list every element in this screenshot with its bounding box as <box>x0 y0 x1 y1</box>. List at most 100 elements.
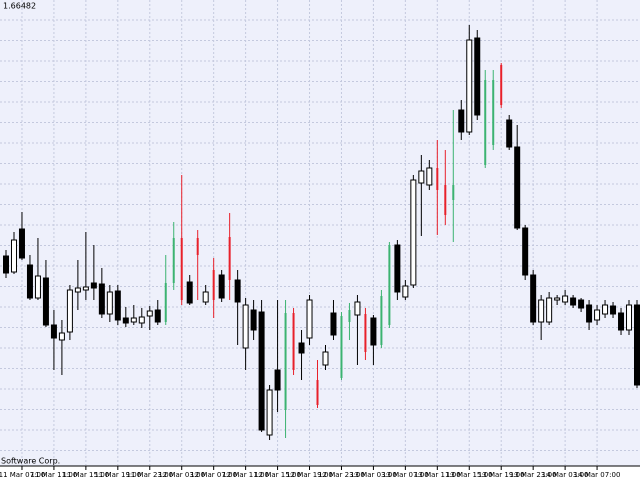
candle-body <box>522 227 529 276</box>
candle-body <box>444 185 447 215</box>
x-tick-label: 11 Mar 23:00 <box>126 471 173 479</box>
candle-body <box>492 80 495 145</box>
candle-body <box>354 301 361 316</box>
candle-body <box>196 238 199 255</box>
candle-body <box>106 291 113 315</box>
x-tick-label: 12 Mar 03:00 <box>158 471 205 479</box>
candle-body <box>380 296 383 345</box>
candle-body <box>594 309 601 321</box>
candle-body <box>98 283 105 315</box>
candle-body <box>610 305 617 315</box>
candle-body <box>34 275 41 299</box>
x-tick-label: 11 Mar 11:00 <box>31 471 78 479</box>
candle-body <box>130 317 137 323</box>
copyright: Software Corp. <box>1 457 60 466</box>
x-tick-label: 14 Mar 03:00 <box>542 471 589 479</box>
candle-body <box>586 304 593 323</box>
candle-body <box>10 239 17 273</box>
candle-body <box>218 274 225 299</box>
candle-body <box>138 316 145 324</box>
candle-body <box>466 39 473 133</box>
candle-body <box>82 286 89 291</box>
x-tick-label: 12 Mar 23:00 <box>318 471 365 479</box>
candle-body <box>42 277 49 326</box>
x-tick-label: 12 Mar 15:00 <box>254 471 301 479</box>
candle-body <box>570 297 577 306</box>
candle-body <box>530 274 537 323</box>
candle-body <box>364 314 367 352</box>
candle-body <box>554 297 561 301</box>
candle-body <box>146 310 153 317</box>
x-tick-label: 13 Mar 15:00 <box>446 471 493 479</box>
x-tick-label: 12 Mar 11:00 <box>222 471 269 479</box>
candle-body <box>402 285 409 298</box>
candle-body <box>292 313 295 370</box>
candle-body <box>506 119 513 148</box>
grid <box>0 0 640 465</box>
candle-body <box>348 310 351 322</box>
candle-body <box>474 37 481 116</box>
candle-body <box>484 80 487 165</box>
candle-body <box>500 65 503 105</box>
plot-area <box>0 0 640 466</box>
candle-body <box>298 342 305 354</box>
candle-body <box>316 380 319 405</box>
candle-body <box>330 312 337 336</box>
candle-body <box>602 304 609 315</box>
candle-body <box>394 244 401 293</box>
candle-body <box>26 264 33 299</box>
candle-body <box>426 167 433 186</box>
price-label: 1.66482 <box>3 2 36 11</box>
candle-body <box>458 109 465 133</box>
candle-body <box>340 316 343 378</box>
x-tick-label: 11 Mar 07:00 <box>0 471 45 479</box>
candle-body <box>418 170 425 184</box>
candle-body <box>578 299 585 309</box>
candle-body <box>234 279 241 303</box>
x-tick-label: 13 Mar 23:00 <box>510 471 557 479</box>
x-tick-label: 11 Mar 15:00 <box>62 471 109 479</box>
candle-body <box>258 311 265 431</box>
x-tick-label: 14 Mar 07:00 <box>574 471 621 479</box>
candle-body <box>172 238 175 283</box>
candle-body <box>514 146 521 229</box>
x-tick-label: 13 Mar 07:00 <box>382 471 429 479</box>
candle-body <box>3 255 9 274</box>
candle-body <box>388 245 391 325</box>
candle-body <box>452 185 455 200</box>
candle-body <box>66 289 73 333</box>
candle-body <box>58 332 65 341</box>
candle-body <box>212 270 215 300</box>
candle-body <box>242 304 249 349</box>
candle-body <box>370 317 377 346</box>
candle-body <box>250 309 257 331</box>
candle-body <box>322 351 329 366</box>
candle-body <box>274 369 281 391</box>
x-tick-label: 12 Mar 19:00 <box>286 471 333 479</box>
candle-body <box>634 304 640 386</box>
candle-body <box>618 312 625 331</box>
candle-body <box>410 179 417 286</box>
candle-body <box>562 295 569 303</box>
candle-body <box>114 290 121 321</box>
candle-body <box>90 282 97 289</box>
candle-body <box>202 291 209 303</box>
candle-body <box>306 299 313 339</box>
candle-body <box>18 228 25 259</box>
candle-body <box>436 168 439 190</box>
candle-body <box>50 324 57 339</box>
candle-body <box>154 309 161 323</box>
x-tick-label: 13 Mar 19:00 <box>478 471 525 479</box>
candle-body <box>180 238 183 300</box>
x-tick-label: 13 Mar 11:00 <box>414 471 461 479</box>
candle-body <box>186 281 193 304</box>
x-tick-label: 13 Mar 03:00 <box>350 471 397 479</box>
x-tick-label: 12 Mar 07:00 <box>190 471 237 479</box>
candles <box>3 25 640 440</box>
candle-body <box>74 287 81 293</box>
candle-body <box>546 297 553 323</box>
candle-body <box>626 304 633 331</box>
candle-body <box>266 389 273 436</box>
